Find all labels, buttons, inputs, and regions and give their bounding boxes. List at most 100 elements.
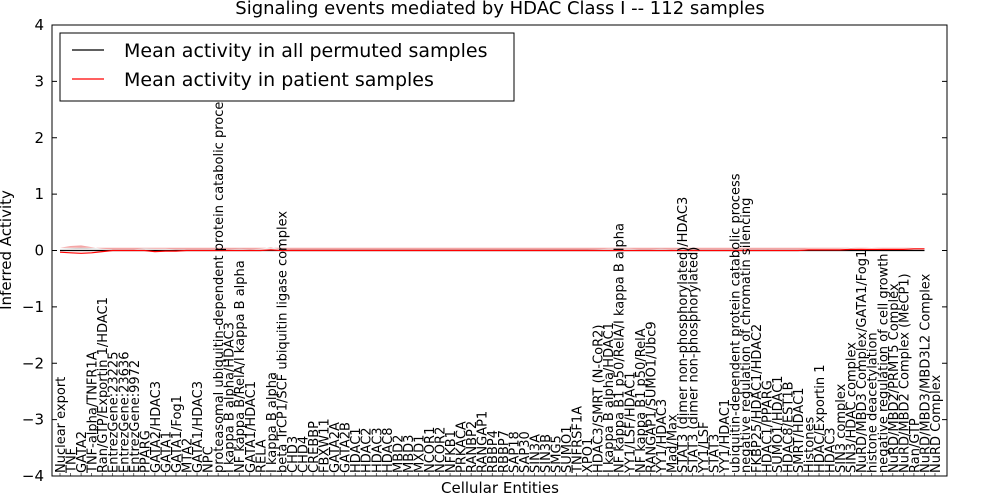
x-tick-label: NuRD/MBD3/MBD3L2 Complex — [919, 273, 934, 473]
x-tick-label: HDAC1/PPARG — [760, 380, 775, 473]
x-tick-label: GATA2/HDAC3 — [149, 381, 164, 473]
x-tick-label: HDAC3 — [824, 427, 839, 473]
x-tick-label: SIN3/HDAC complex — [845, 342, 860, 473]
x-tick-label: NuRD/MBD2/PRMT5 Complex — [887, 283, 902, 473]
y-tick-label: 2 — [34, 129, 44, 147]
x-tick-label: CHD3 — [286, 436, 301, 473]
x-tick-label: GATA2A — [328, 422, 343, 473]
x-tick-label: NuRD Complex — [929, 375, 944, 473]
x-tick-label: histone deacetylation — [866, 332, 881, 473]
y-tick-label: 1 — [34, 185, 44, 203]
x-tick-label: Ran/GTP/Exportin 1/HDAC1 — [96, 297, 111, 473]
x-tick-label: beta TrCP1/SCF ubiquitin ligase complex — [275, 211, 290, 473]
x-tick-label: NF kappa B1 p50/RelA/I kappa B alpha — [613, 223, 628, 473]
x-tick-label: HDAC1 — [349, 427, 364, 473]
x-tick-label: NF kappa B1 p50/RelA — [634, 328, 649, 473]
x-tick-label: SAP30 — [518, 431, 533, 473]
x-tick-label: MBD3 — [402, 435, 417, 473]
x-tick-label: XPO1 — [581, 438, 596, 473]
patient-band — [60, 245, 925, 250]
x-tick-label: ubiquitin-dependent protein catabolic pr… — [729, 173, 744, 473]
x-tick-label: HDAC3/SMRT (N-CoR2) — [592, 325, 607, 473]
x-tick-label: CREBBP — [307, 421, 322, 473]
y-tick-label: −2 — [22, 354, 44, 372]
x-tick-label: TNF-alpha/TNFR1A — [86, 351, 101, 474]
x-tick-label: GATA2 — [75, 431, 90, 473]
y-tick-label: −3 — [22, 411, 44, 429]
x-tick-label: MBD2 — [391, 435, 406, 473]
x-tick-label: GATA1/Fog1 — [170, 395, 185, 473]
x-tick-label: HDAC8 — [381, 427, 396, 473]
x-tick-label: PPARG — [138, 430, 153, 473]
x-tick-label: HDAC3 — [370, 427, 385, 473]
x-tick-label: NCOR2 — [434, 427, 449, 473]
x-tick-label: NuRD/MBD2 Complex (MeCP1) — [897, 273, 912, 473]
permuted-band — [60, 247, 925, 249]
x-tick-label: FBXW11 — [318, 418, 333, 473]
x-tick-label: NuRD/MBD3 Complex/GATA1/Fog1 — [855, 250, 870, 473]
x-tick-label: Nuclear export — [54, 377, 69, 473]
x-tick-label: YY1/HDAC1 — [718, 399, 733, 474]
x-tick-label: STAT3 — [708, 434, 723, 473]
x-tick-label: negative regulation of chromatin silenci… — [739, 198, 754, 473]
x-tick-label: TNFRSF1A — [571, 406, 586, 474]
legend-box — [59, 32, 515, 102]
legend-label-patient: Mean activity in patient samples — [124, 69, 434, 91]
x-tick-label: EntrezGene:23225 — [107, 352, 122, 473]
x-tick-label: SMG5 — [550, 435, 565, 473]
x-tick-label: RELA — [254, 439, 269, 473]
x-tick-label: I kappa B alpha — [265, 372, 280, 473]
x-tick-label: YY1/HDAC3 — [655, 399, 670, 474]
y-tick-label: −4 — [22, 467, 44, 485]
x-tick-label: NF kappa B/RelA/I kappa B alpha — [233, 260, 248, 473]
x-tick-label: PRKACA — [455, 421, 470, 473]
x-tick-label: RBBP7 — [497, 430, 512, 473]
x-tick-label: GATA2B — [339, 422, 354, 473]
x-tick-label: RBBP4 — [486, 430, 501, 473]
x-tick-label: SIN3 complex — [834, 383, 849, 473]
x-tick-label: SMRT/HDAC1 — [792, 388, 807, 473]
x-tick-label: I kappa B alpha/HDAC3 — [223, 322, 238, 473]
x-tick-label: GATA1/HDAC1 — [244, 381, 259, 473]
x-tick-label: SIN3B — [539, 434, 554, 473]
y-tick-label: 3 — [34, 72, 44, 90]
y-axis-label: Inferred Activity — [0, 190, 15, 310]
x-tick-label: EntrezGene:23636 — [117, 352, 132, 473]
legend: Mean activity in all permuted samples Me… — [59, 32, 515, 102]
x-tick-label: STAT3 (dimer non-phosphorylated)/HDAC3 — [676, 197, 691, 473]
x-tick-label: MXD1 — [412, 435, 427, 473]
x-tick-label: RANBP2 — [465, 421, 480, 473]
y-tick-label: 4 — [34, 16, 44, 34]
x-tick-label: TNF — [65, 448, 80, 474]
x-tick-label: RANGAP1 — [476, 411, 491, 473]
legend-label-permuted: Mean activity in all permuted samples — [124, 40, 487, 62]
x-tick-label: HDAC8/EST1B — [781, 381, 796, 473]
x-tick-label: Ran/GTP — [908, 418, 923, 473]
y-tick-label: 0 — [34, 242, 44, 260]
x-tick-label: SIN3A — [528, 434, 543, 473]
x-tick-label: SAP18 — [507, 431, 522, 473]
x-tick-label: SUMO1/HDAC1 — [771, 376, 786, 473]
x-tick-label: STAT3 (dimer non-phosphorylated) — [687, 247, 702, 473]
x-tick-label: EntrezGene:9972 — [128, 360, 143, 473]
x-tick-label: RANGAP1/SUMO1/Ubc9 — [644, 321, 659, 473]
y-tick-label: −1 — [22, 298, 44, 316]
x-axis-label: Cellular Entities — [441, 479, 559, 497]
x-tick-label: I kappa B alpha/HDAC1 — [602, 322, 617, 473]
x-tick-label: YY1/LSF — [697, 421, 712, 474]
x-tick-label: CHD4 — [297, 436, 312, 473]
x-tick-label: HDAC/Exportin 1 — [813, 365, 828, 474]
x-tick-label: YY1/LSF/HDAC1 — [623, 372, 638, 474]
x-tick-label: HDAC2 — [360, 427, 375, 473]
series-line-patient — [59, 248, 925, 254]
x-tick-label: MTA2 — [181, 438, 196, 473]
x-tick-label: proteasomal ubiquitin-dependent protein … — [212, 88, 227, 473]
chart-title: Signaling events mediated by HDAC Class … — [235, 0, 764, 19]
x-tick-label: NCOR1 — [423, 427, 438, 473]
x-tick-label: Mad/Max — [665, 414, 680, 473]
x-tick-label: NFKB1 — [444, 430, 459, 473]
x-tick-label: FKBP25/HDAC1/HDAC2 — [750, 324, 765, 473]
x-tick-label: NPC — [202, 446, 217, 473]
x-tick-label: negative regulation of cell growth — [876, 253, 891, 473]
